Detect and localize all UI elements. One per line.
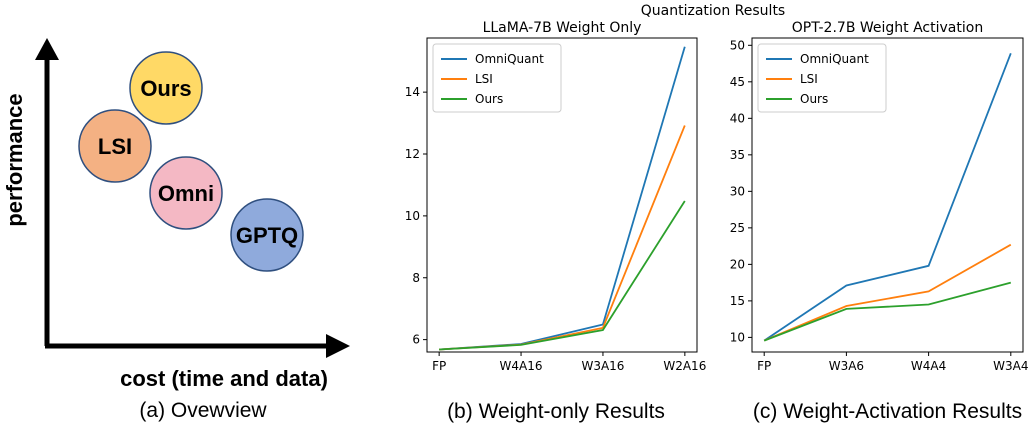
chart-caption: (b) Weight-only Results	[447, 400, 665, 423]
chart-weight-activation: OPT-2.7B Weight Activation 10 15 20 25 30 35 40…	[730, 20, 1029, 423]
bubble-omni: Omni	[149, 156, 223, 230]
legend-label: Ours	[800, 92, 828, 106]
x-tick-label: W4A4	[911, 359, 946, 373]
x-tick-label: W4A16	[500, 359, 543, 373]
svg-text:GPTQ: GPTQ	[236, 223, 298, 248]
y-tick-label: 10	[405, 209, 420, 223]
y-tick-label: 20	[730, 257, 745, 271]
y-tick-label: 14	[405, 85, 420, 99]
svg-text:Ours: Ours	[140, 76, 191, 101]
chart-weight-only: LLaMA-7B Weight Only 6 8 10 12 14 FP W4A16 W3A16…	[405, 20, 707, 423]
overview-caption: (a) Ovewview	[139, 399, 267, 422]
series-line-lsi	[439, 125, 686, 351]
y-tick-label: 15	[730, 294, 745, 308]
x-tick-label: W3A6	[829, 359, 864, 373]
overview-panel: performance cost (time and data) (a) Ove…	[2, 38, 350, 422]
y-tick-label: 40	[730, 111, 745, 125]
bubble-gptq: GPTQ	[230, 198, 304, 272]
plot-frame	[751, 37, 1024, 353]
y-tick-label: 50	[730, 38, 745, 52]
x-tick-label: FP	[432, 359, 446, 373]
series-line-lsi	[763, 243, 1012, 342]
series-line-omniquant	[763, 52, 1012, 342]
y-tick-label: 25	[730, 221, 745, 235]
legend-label: OmniQuant	[800, 52, 869, 66]
chart-title: OPT-2.7B Weight Activation	[792, 20, 983, 36]
legend-label: LSI	[475, 72, 493, 86]
svg-text:Omni: Omni	[158, 181, 214, 206]
y-tick-label: 35	[730, 148, 745, 162]
legend-box	[757, 43, 887, 113]
bubble-lsi: LSI	[78, 109, 152, 183]
y-tick-label: 30	[730, 184, 745, 198]
bubble-ours: Ours	[129, 51, 203, 125]
x-tick-label: FP	[757, 359, 771, 373]
legend-label: OmniQuant	[475, 52, 544, 66]
overview-y-arrowhead	[35, 38, 59, 60]
legend-box	[432, 43, 562, 113]
suptitle: Quantization Results	[641, 3, 785, 19]
y-tick-label: 10	[730, 330, 745, 344]
overview-x-arrowhead	[326, 334, 350, 358]
x-tick-label: W3A4	[993, 359, 1028, 373]
overview-ylabel: performance	[2, 93, 27, 226]
overview-xlabel: cost (time and data)	[120, 366, 328, 391]
chart-caption: (c) Weight-Activation Results	[753, 400, 1022, 423]
plot-frame	[426, 37, 698, 353]
y-tick-label: 8	[412, 271, 420, 285]
legend-label: Ours	[475, 92, 503, 106]
svg-text:LSI: LSI	[98, 134, 132, 159]
series-line-ours	[763, 281, 1012, 342]
y-tick-label: 12	[405, 147, 420, 161]
series-line-ours	[439, 200, 686, 351]
x-tick-label: W2A16	[663, 359, 706, 373]
chart-title: LLaMA-7B Weight Only	[483, 20, 642, 36]
y-tick-label: 45	[730, 75, 745, 89]
legend-label: LSI	[800, 72, 818, 86]
x-tick-label: W3A16	[581, 359, 624, 373]
y-tick-label: 6	[412, 333, 420, 347]
